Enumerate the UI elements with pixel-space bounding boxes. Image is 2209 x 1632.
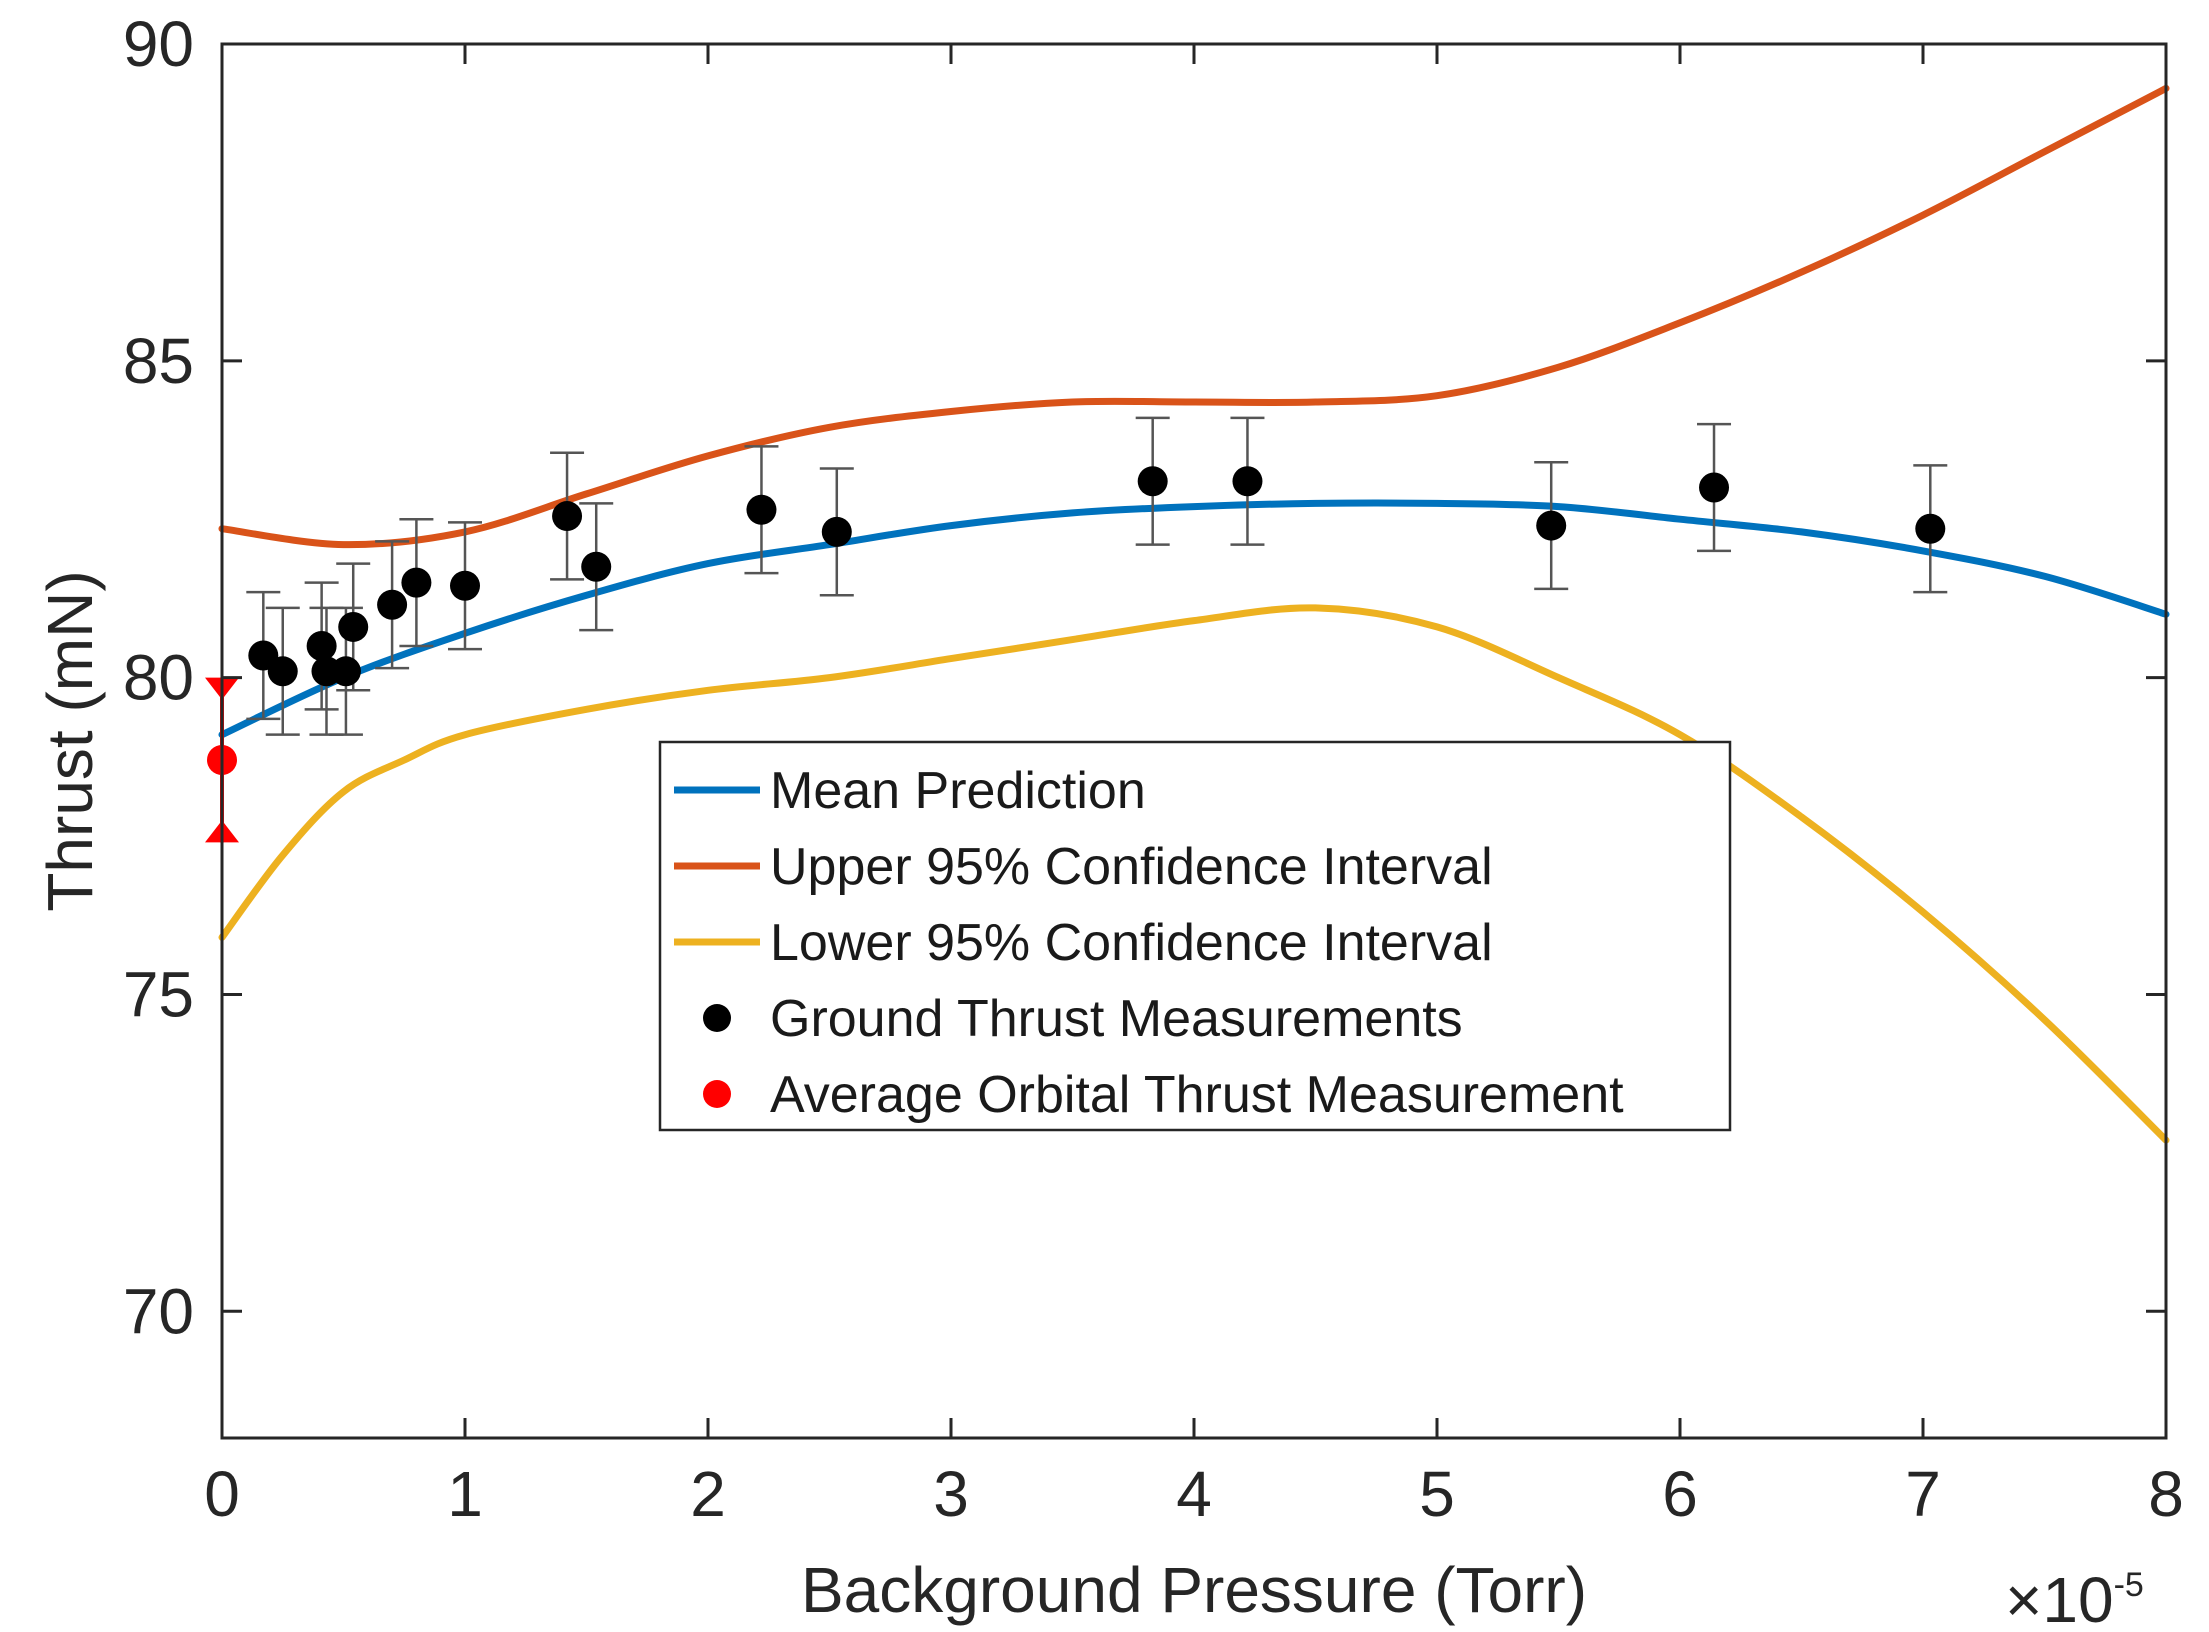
y-axis-label: Thrust (mN) [34,570,106,911]
ground-thrust-point [401,567,432,598]
ground-thrust-point [306,630,337,661]
legend-ground-measurements-label: Ground Thrust Measurements [770,990,1463,1048]
ground-thrust-point [552,501,583,532]
x-tick-label: 7 [1905,1458,1941,1530]
ground-thrust-point [746,494,777,525]
mean-prediction-line [218,499,2170,739]
legend: Mean Prediction Upper 95% Confidence Inte… [658,740,1732,1132]
y-tick-label: 70 [123,1275,194,1347]
y-tick-label: 85 [123,325,194,397]
y-tick-label: 90 [123,8,194,80]
x-exponent-power: -5 [2114,1566,2144,1604]
upper-95-ci-line [218,84,2170,549]
lower-95-ci-line [218,604,2170,1144]
ground-thrust-point [581,551,612,582]
ground-thrust-point [1536,510,1567,541]
y-tick-label: 80 [123,642,194,714]
x-tick-label: 1 [447,1458,483,1530]
x-tick-label: 8 [2148,1458,2184,1530]
x-tick-label: 5 [1419,1458,1455,1530]
x-tick-label: 3 [933,1458,969,1530]
ground-thrust-point [1699,472,1730,503]
ground-thrust-point [1137,466,1168,497]
ground-thrust-point [821,516,852,547]
y-tick-label: 75 [123,958,194,1030]
legend-ground-measurements-marker [703,1004,731,1032]
legend-box [658,740,1732,1132]
legend-entries: Mean Prediction Upper 95% Confidence Inte… [674,762,1624,1124]
x-tick-label: 2 [690,1458,726,1530]
ground-thrust-point [330,656,361,687]
ground-thrust-point [377,589,408,620]
ground-thrust-point [1232,466,1263,497]
axis-ticks: 0 1 2 3 4 5 6 7 8 70 75 80 85 90 [123,8,2184,1530]
x-exponent-base: ×10 [2005,1564,2114,1632]
ground-thrust-point [267,656,298,687]
legend-upper-ci-label: Upper 95% Confidence Interval [770,838,1493,896]
x-axis-label: Background Pressure (Torr) [801,1554,1587,1626]
ground-thrust-point [338,611,369,642]
legend-lower-ci-label: Lower 95% Confidence Interval [770,914,1493,972]
legend-orbital-measurement-marker [703,1080,731,1108]
legend-mean-prediction-label: Mean Prediction [770,762,1146,820]
legend-orbital-measurement-label: Average Orbital Thrust Measurement [770,1066,1624,1124]
x-tick-label: 4 [1176,1458,1212,1530]
ground-thrust-point [450,570,480,601]
measurement-points [205,416,1948,843]
x-tick-label: 6 [1662,1458,1698,1530]
prediction-curves [218,84,2170,1144]
x-axis-exponent: ×10-5 [2005,1564,2144,1632]
x-tick-label: 0 [204,1458,240,1530]
ground-thrust-point [1915,513,1946,544]
